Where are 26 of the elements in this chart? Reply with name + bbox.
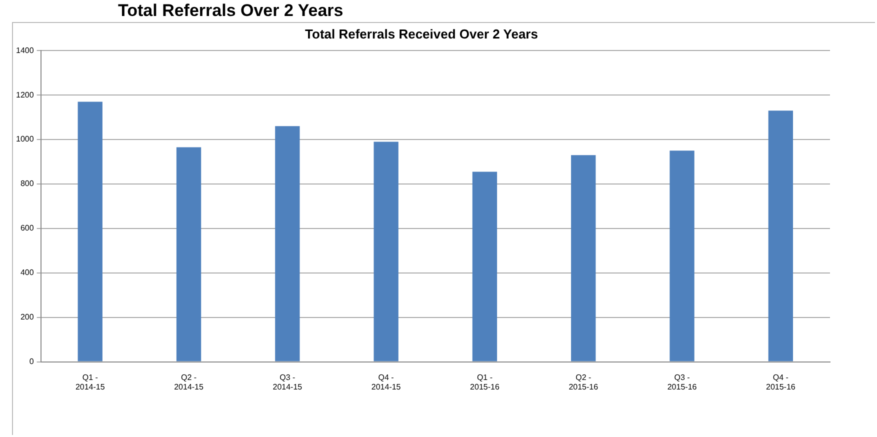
y-tick-label: 200 [20, 312, 34, 322]
chart-title: Total Referrals Received Over 2 Years [305, 26, 538, 42]
bar [275, 126, 300, 362]
bar [78, 102, 102, 362]
text: Total Referrals Over 2 Years [118, 0, 344, 22]
bar [176, 147, 202, 362]
bar [571, 155, 596, 362]
x-tick-label: Q1 - 2014-15 [75, 372, 106, 392]
y-tick-label: 1000 [16, 134, 34, 144]
y-tick-label: 1200 [16, 90, 34, 100]
bar [670, 150, 694, 362]
y-tick-label: 600 [20, 224, 34, 233]
x-tick-label: Q4 - 2014-15 [371, 372, 402, 392]
x-tick-label: Q4 - 2015-16 [766, 372, 796, 392]
bar [768, 110, 794, 362]
y-tick-label: 400 [20, 268, 34, 278]
x-tick-label: Q2 - 2014-15 [174, 372, 204, 392]
x-tick-label: Q3 - 2014-15 [272, 372, 303, 392]
bar [374, 142, 398, 362]
y-tick-label: 1400 [16, 46, 34, 55]
x-tick-label: Q3 - 2015-16 [667, 372, 698, 392]
x-tick-label: Q2 - 2015-16 [568, 372, 599, 392]
y-tick-label: 800 [20, 179, 34, 188]
x-tick-label: Q1 - 2015-16 [470, 372, 500, 392]
bar [472, 172, 498, 362]
y-tick-label: 0 [29, 357, 34, 366]
